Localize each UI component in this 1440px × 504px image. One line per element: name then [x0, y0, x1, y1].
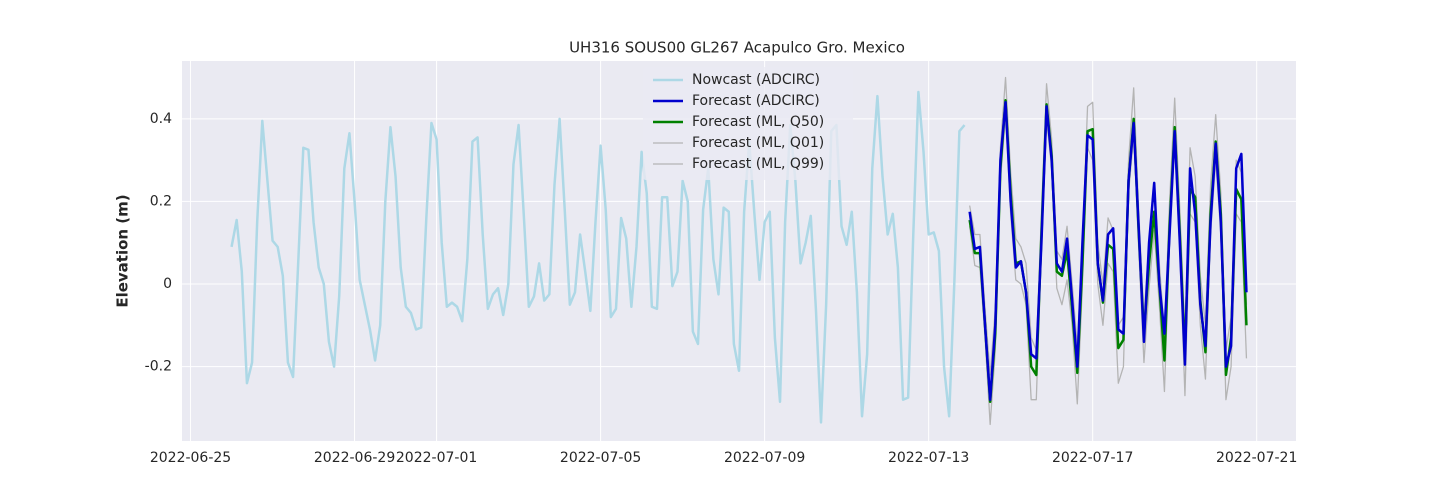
x-tick-label: 2022-07-05	[560, 450, 641, 466]
series-line	[968, 101, 1248, 401]
x-tick-label: 2022-07-13	[888, 450, 969, 466]
y-axis-label: Elevation (m)	[114, 194, 132, 307]
y-tick-label: 0	[163, 276, 172, 292]
y-tick-label: -0.2	[145, 359, 172, 375]
legend: Nowcast (ADCIRC) Forecast (ADCIRC) Forecas…	[643, 67, 853, 180]
legend-label: Forecast (ADCIRC)	[692, 93, 820, 109]
y-tick-label: 0.4	[150, 111, 172, 127]
x-tick-label: 2022-07-21	[1216, 450, 1297, 466]
y-tick-label: 0.2	[150, 193, 172, 209]
x-tick-label: 2022-07-17	[1052, 450, 1133, 466]
legend-label: Forecast (ML, Q99)	[692, 156, 824, 172]
legend-label: Nowcast (ADCIRC)	[692, 72, 820, 88]
series-line	[230, 90, 966, 424]
x-tick-label: 2022-06-29	[314, 450, 395, 466]
legend-label: Forecast (ML, Q50)	[692, 114, 824, 130]
x-tick-label: 2022-07-01	[396, 450, 477, 466]
x-tick-label: 2022-06-25	[150, 450, 231, 466]
chart-title: UH316 SOUS00 GL267 Acapulco Gro. Mexico	[569, 39, 905, 57]
series-line	[969, 114, 1248, 426]
x-tick-label: 2022-07-09	[724, 450, 805, 466]
legend-label: Forecast (ML, Q01)	[692, 135, 824, 151]
legend-frame	[643, 67, 853, 180]
